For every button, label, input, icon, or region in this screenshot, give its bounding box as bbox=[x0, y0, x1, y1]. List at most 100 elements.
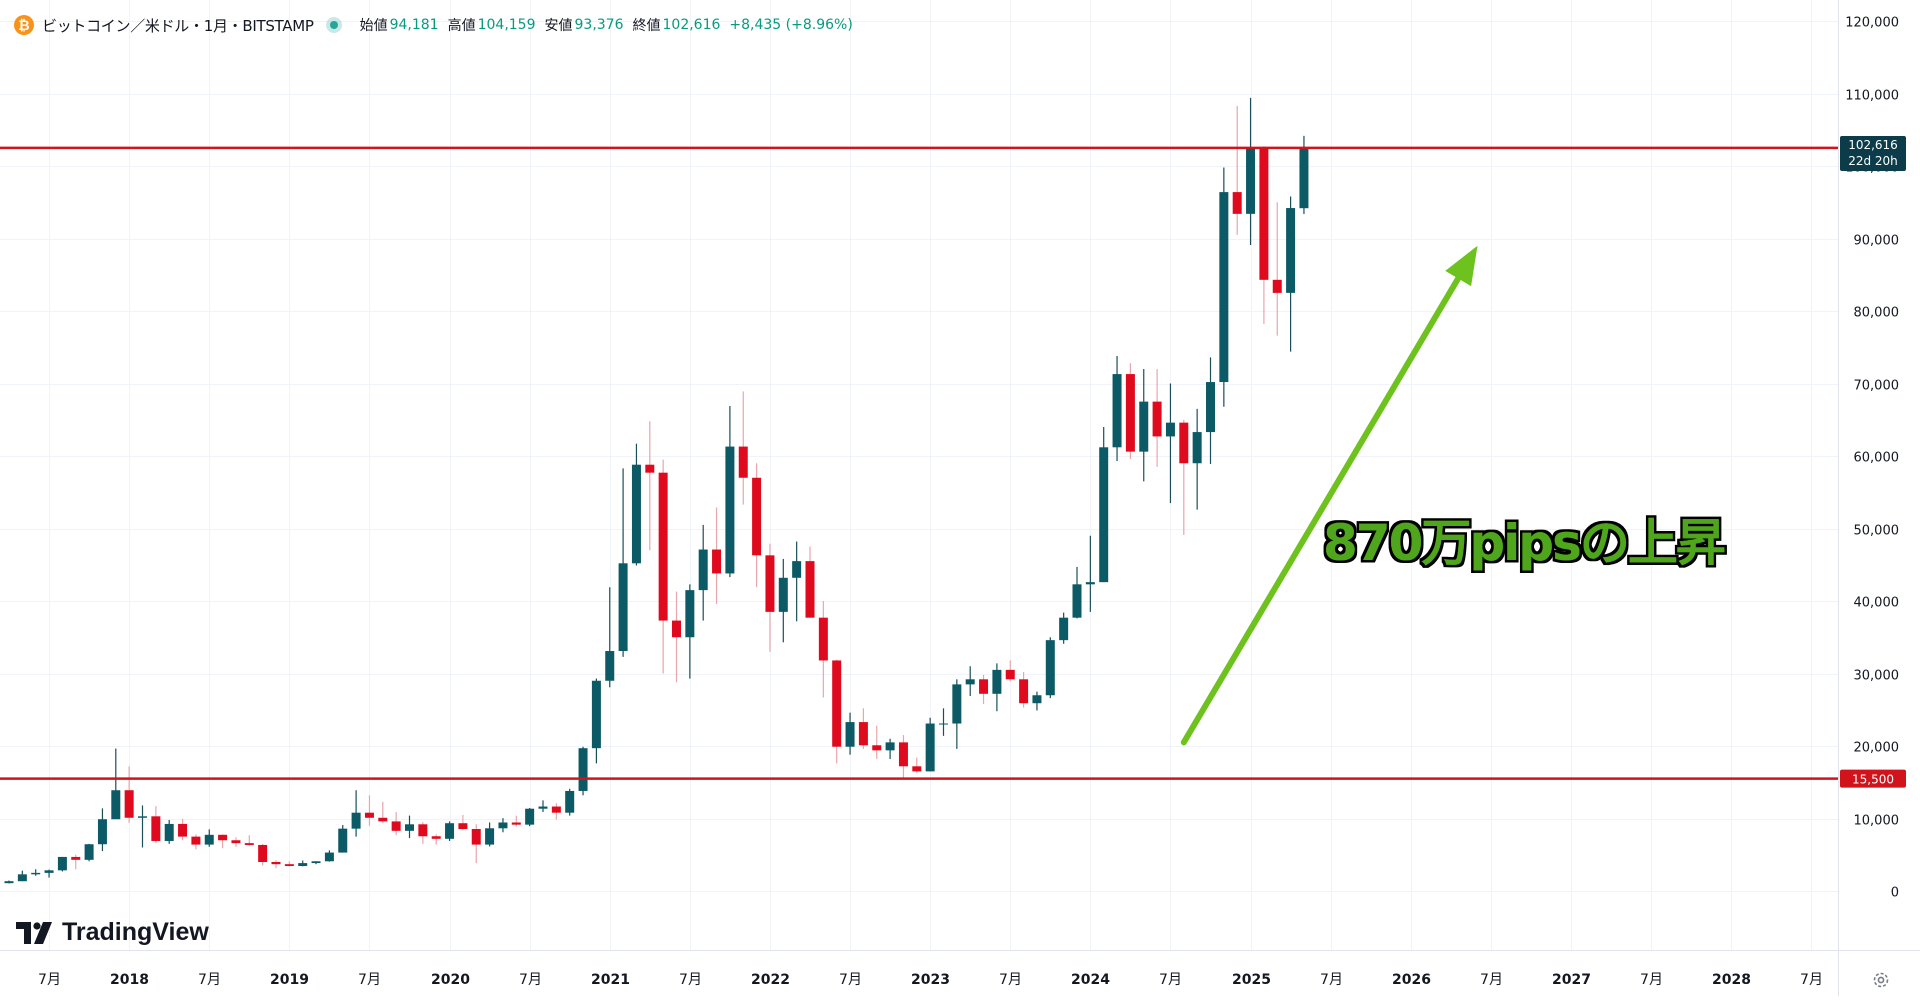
candle bbox=[1206, 357, 1215, 464]
candle bbox=[244, 835, 254, 847]
candle-body bbox=[138, 816, 147, 818]
candle-body bbox=[1005, 669, 1015, 680]
candle-body bbox=[1152, 401, 1162, 437]
candle bbox=[17, 870, 27, 882]
annotation-text: 870万pipsの上昇 bbox=[1323, 514, 1725, 572]
low-label: 安値 bbox=[544, 18, 573, 34]
tradingview-logo-icon bbox=[16, 921, 52, 944]
candle bbox=[1272, 202, 1282, 336]
candle bbox=[525, 807, 535, 827]
candle bbox=[1085, 535, 1095, 612]
x-axis[interactable]: 7月 2018 7月 2019 7月 2020 7月 2021 7月 2022 7月 2023 7月 20… bbox=[38, 972, 1823, 988]
candle-body bbox=[698, 549, 708, 591]
candle-body bbox=[84, 844, 94, 860]
horizontal-lines[interactable] bbox=[0, 146, 1838, 780]
candle-body bbox=[805, 561, 815, 618]
candle-body bbox=[658, 472, 668, 621]
candle bbox=[471, 824, 481, 864]
hline-price-badge bbox=[1840, 769, 1906, 788]
y-tick-label: 20,000 bbox=[1854, 741, 1900, 756]
candle bbox=[1099, 427, 1109, 583]
candle-body bbox=[511, 822, 521, 825]
candle-body bbox=[1139, 401, 1149, 452]
candle-body bbox=[111, 790, 121, 820]
bitcoin-icon: ₿ bbox=[14, 15, 34, 35]
candle bbox=[805, 546, 815, 618]
candle bbox=[458, 814, 468, 831]
last-price-label: 102,616 bbox=[1848, 138, 1898, 152]
candle-body bbox=[471, 829, 481, 845]
y-tick-label: 50,000 bbox=[1854, 524, 1900, 539]
candle bbox=[191, 834, 201, 850]
candle bbox=[178, 818, 188, 841]
candle-body bbox=[324, 852, 334, 862]
candle-body bbox=[57, 856, 67, 871]
candle bbox=[284, 861, 294, 867]
candle bbox=[1045, 637, 1055, 699]
candle-body bbox=[752, 477, 762, 556]
candle bbox=[1019, 672, 1029, 708]
candle-body bbox=[1165, 422, 1175, 437]
candle bbox=[124, 766, 134, 823]
y-tick-label: 30,000 bbox=[1854, 669, 1900, 684]
candle-body bbox=[712, 549, 722, 574]
candle bbox=[658, 459, 668, 674]
candle-body bbox=[565, 790, 575, 813]
settings-gear-icon[interactable] bbox=[1870, 969, 1892, 991]
candle-body bbox=[979, 679, 989, 694]
candle-body bbox=[952, 684, 962, 724]
candle bbox=[712, 507, 722, 604]
candle bbox=[218, 834, 228, 849]
candle bbox=[1286, 196, 1296, 352]
candle bbox=[765, 543, 775, 652]
symbol-title[interactable]: ビットコイン／米ドル・1月・BITSTAMP bbox=[42, 16, 314, 35]
candle bbox=[1125, 363, 1135, 459]
candle bbox=[792, 541, 802, 622]
candle-body bbox=[178, 823, 188, 837]
close-value: 102,616 bbox=[662, 17, 721, 33]
grid bbox=[0, 0, 1838, 950]
candle bbox=[845, 712, 855, 755]
x-tick-label: 2025 bbox=[1232, 972, 1271, 988]
candle-body bbox=[765, 555, 775, 612]
candle-body bbox=[885, 742, 895, 751]
y-axis[interactable]: 0 10,000 20,000 30,000 40,000 50,000 60,000 70,… bbox=[1845, 16, 1899, 901]
candle bbox=[1005, 660, 1015, 682]
candle bbox=[338, 825, 348, 853]
candle-body bbox=[311, 861, 321, 864]
candle bbox=[1112, 355, 1122, 462]
tradingview-logo[interactable]: TradingView bbox=[16, 918, 209, 947]
candle-body bbox=[191, 836, 201, 845]
candle bbox=[44, 869, 54, 878]
candle bbox=[939, 708, 948, 736]
x-tick-label: 7月 bbox=[358, 972, 381, 988]
candle bbox=[778, 558, 788, 643]
hline-price-label: 15,500 bbox=[1852, 773, 1894, 787]
candle-body bbox=[258, 844, 268, 862]
candle bbox=[872, 725, 882, 760]
candle bbox=[1259, 146, 1269, 325]
x-tick-label: 7月 bbox=[839, 972, 862, 988]
candle-body bbox=[1125, 374, 1135, 452]
candle bbox=[204, 829, 214, 847]
y-tick-label: 80,000 bbox=[1854, 306, 1900, 321]
candle-body bbox=[298, 863, 308, 866]
y-tick-label: 0 bbox=[1891, 886, 1899, 901]
candle bbox=[258, 843, 268, 866]
candles bbox=[4, 97, 1309, 884]
candle bbox=[898, 735, 908, 779]
candle-body bbox=[418, 824, 428, 837]
candle bbox=[818, 601, 828, 698]
candle-body bbox=[845, 722, 855, 747]
close-label: 終値 bbox=[632, 18, 661, 34]
candle-body bbox=[551, 806, 561, 813]
candle bbox=[311, 861, 321, 865]
candle bbox=[431, 834, 441, 845]
candle-body bbox=[1192, 432, 1202, 464]
x-tick-label: 7月 bbox=[679, 972, 702, 988]
candle bbox=[1072, 566, 1082, 619]
candle bbox=[1219, 167, 1229, 407]
market-status-icon[interactable] bbox=[329, 21, 338, 29]
